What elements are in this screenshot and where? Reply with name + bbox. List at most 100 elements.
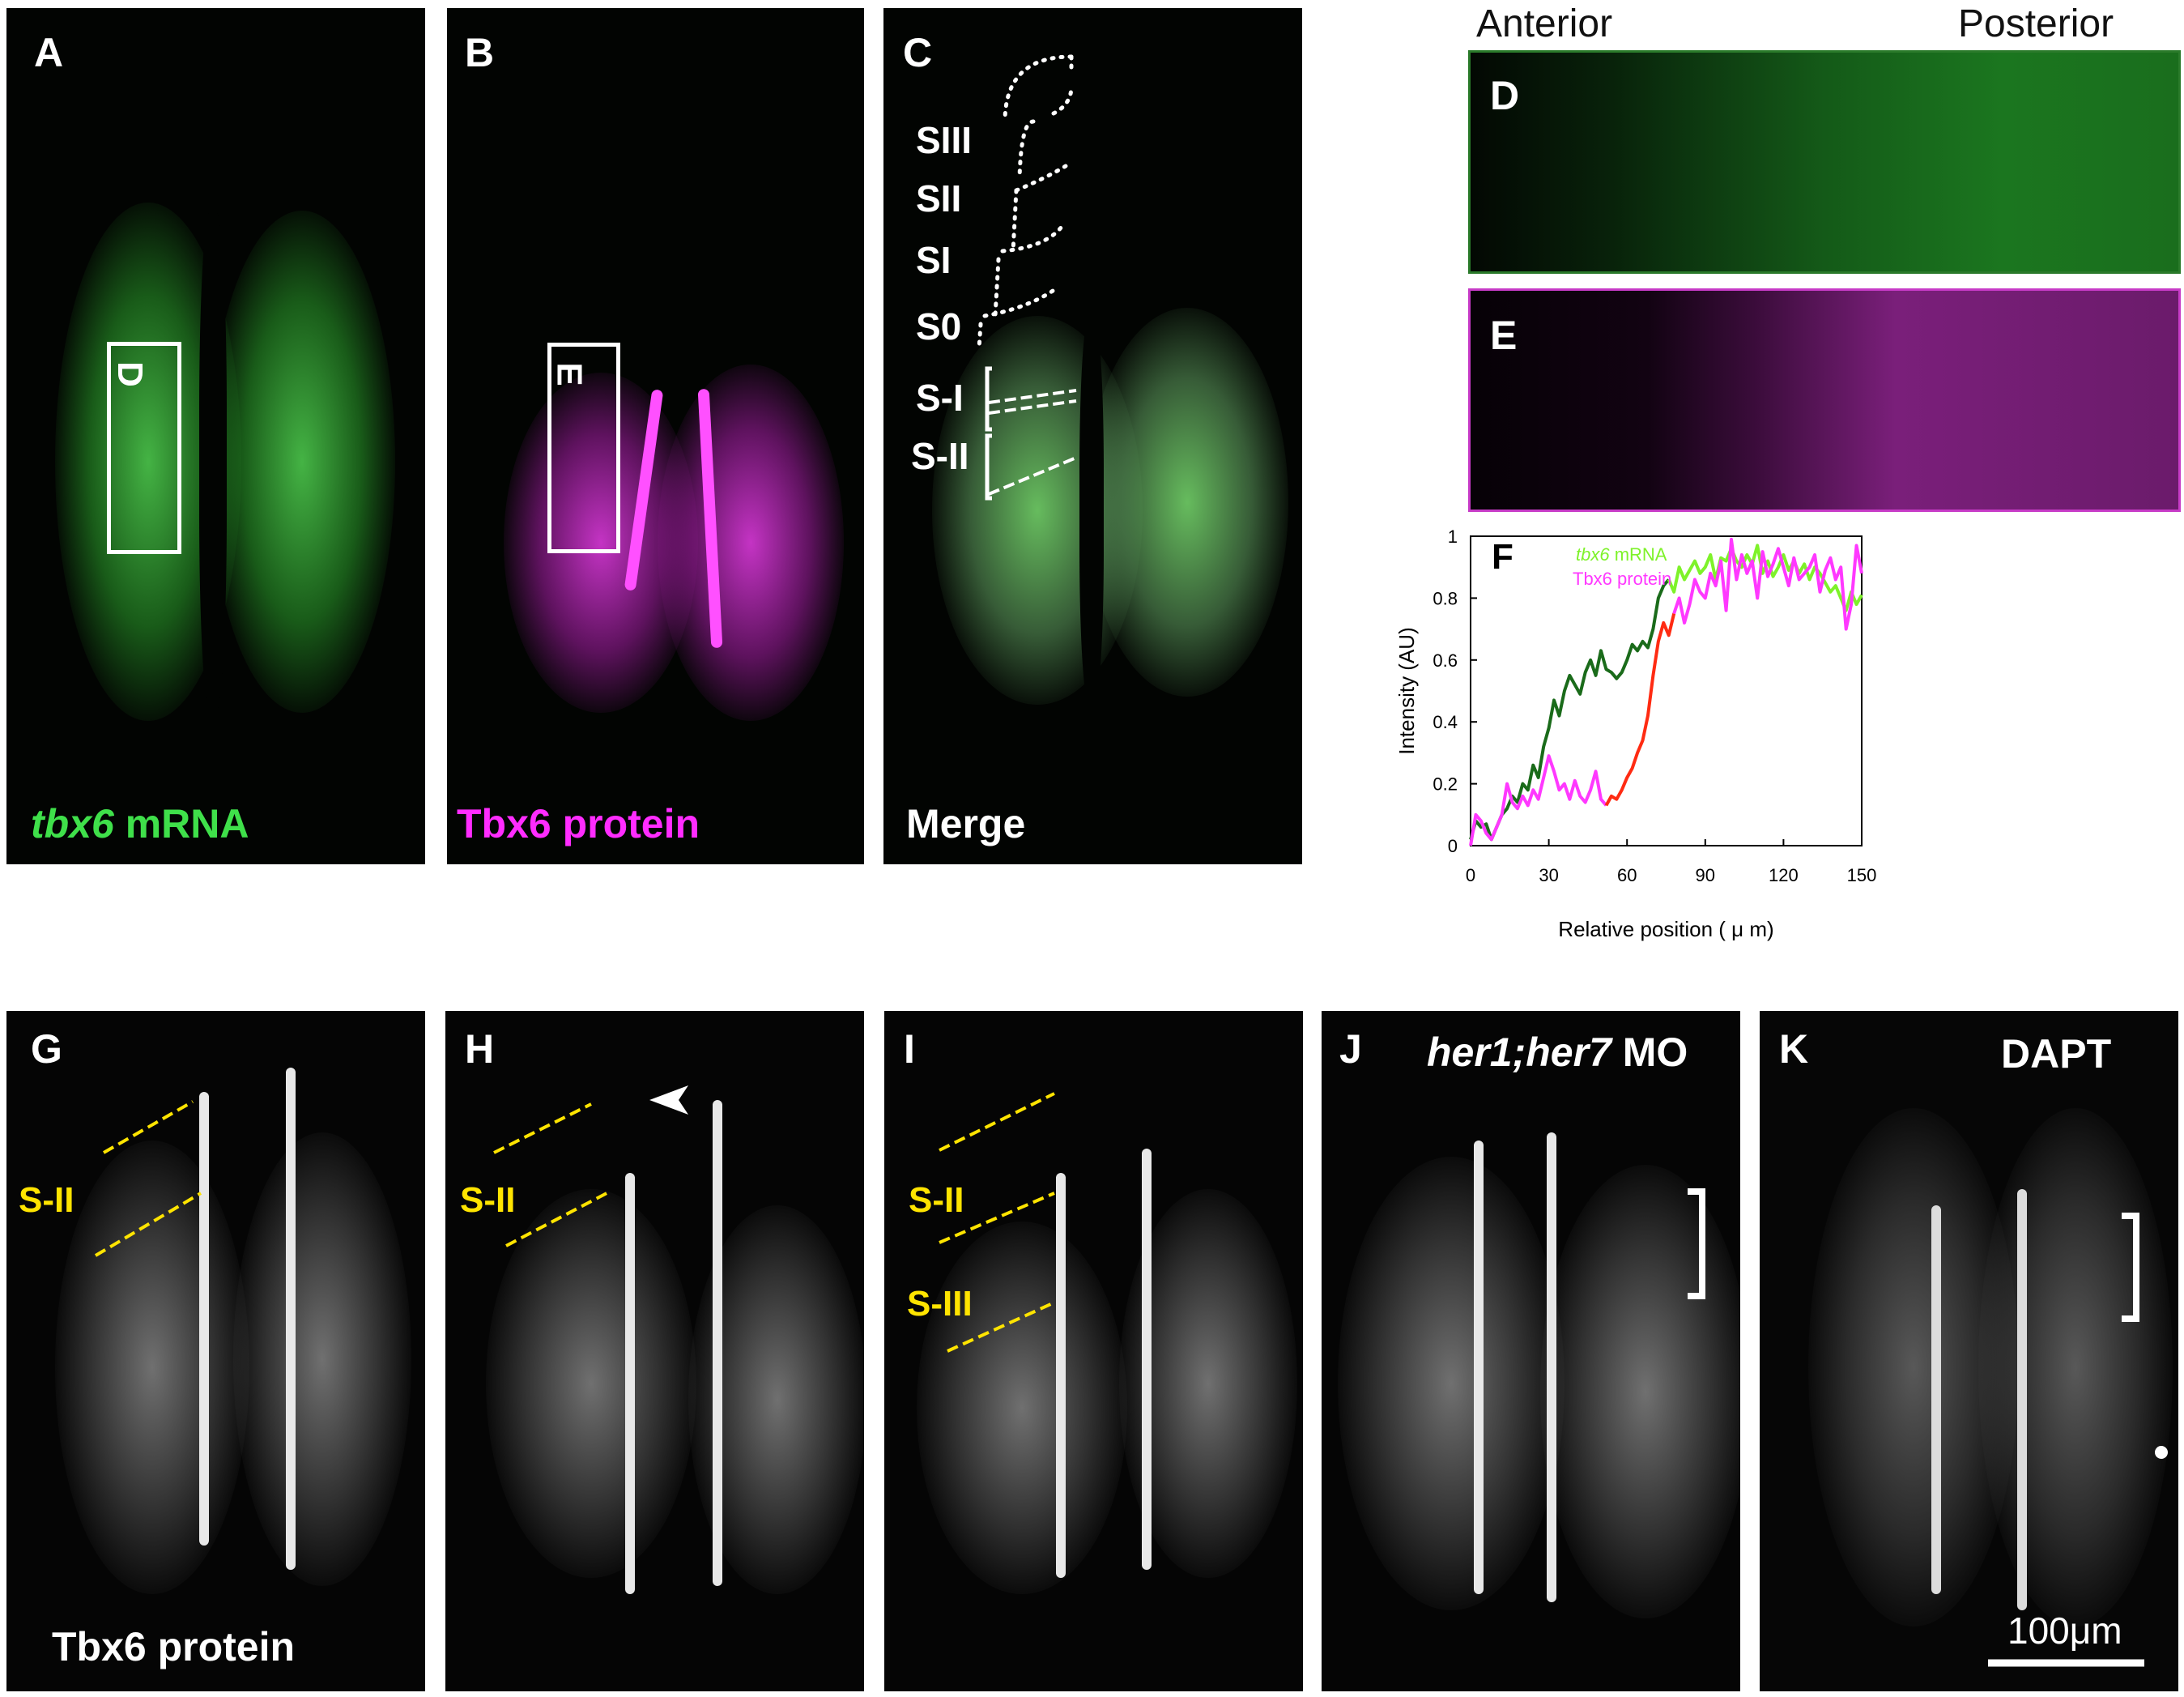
tbx6-protein-line-early xyxy=(1469,754,1607,846)
y-tick-label: 0.8 xyxy=(1433,588,1458,608)
region-d-box-label: D xyxy=(109,361,150,387)
scale-bar-label: 100μm xyxy=(2007,1610,2122,1652)
nuclei-stripe-right-k xyxy=(2017,1189,2027,1610)
y-tick-label: 0 xyxy=(1448,836,1458,856)
somite-label-si: SI xyxy=(916,239,952,281)
region-e-box-label: E xyxy=(549,362,590,386)
somite-label-siii: SIII xyxy=(916,119,973,161)
notochord-gap xyxy=(199,211,227,713)
bracket-icon xyxy=(1688,1188,1705,1299)
yellow-stripe-marks-i xyxy=(939,1092,1055,1353)
y-tick-label: 1 xyxy=(1448,527,1458,547)
somite-label-sii: SII xyxy=(916,177,962,220)
panel-f-letter: F xyxy=(1492,537,1513,577)
nuclei-stripe-left-i xyxy=(1056,1173,1066,1578)
panel-a-caption-rest: mRNA xyxy=(113,801,249,846)
nuclei-stripe-left-h xyxy=(625,1173,635,1594)
plot-frame xyxy=(1470,535,1863,846)
somite-label-s-ii: S-II xyxy=(911,435,969,477)
panel-d-letter: D xyxy=(1490,73,1520,118)
panel-c-letter: C xyxy=(903,30,933,75)
legend-tbx6-mrna: tbx6 mRNA xyxy=(1576,544,1667,565)
anterior-label: Anterior xyxy=(1476,2,1613,45)
nuclei-stripe-right xyxy=(286,1068,296,1570)
somite-label-s0: S0 xyxy=(916,305,962,348)
panel-d: D xyxy=(1468,50,2181,274)
somite-label-s-i: S-I xyxy=(916,377,964,419)
tbx6-mrna-signal-right xyxy=(209,211,395,713)
yellow-stripe-marks-g xyxy=(94,1100,202,1257)
panel-g-caption: Tbx6 protein xyxy=(52,1624,296,1669)
intensity-chart: 0 30 60 90 120 150 0 0.2 0.4 0.6 0.8 1 Relative posi… xyxy=(1394,527,1877,941)
somite-outlines xyxy=(977,54,1077,501)
panel-j-caption: her1;her7 MO xyxy=(1427,1032,1688,1072)
legend-tbx6-protein: Tbx6 protein xyxy=(1573,569,1671,589)
y-tick-label: 0.6 xyxy=(1433,650,1458,671)
nuclei-field-right-j xyxy=(1540,1165,1740,1618)
y-axis-label: Intensity (AU) xyxy=(1394,627,1419,755)
panel-j-caption-italic: her1;her7 xyxy=(1427,1030,1611,1075)
y-tick-label: 0.4 xyxy=(1433,712,1458,732)
panel-b-letter: B xyxy=(465,30,495,75)
panel-e-letter: E xyxy=(1490,313,1518,358)
panel-k-letter: K xyxy=(1779,1026,1809,1072)
panel-a: D A tbx6 mRNA xyxy=(6,8,425,864)
posterior-label: Posterior xyxy=(1958,2,2114,45)
panel-e: E xyxy=(1468,288,2181,512)
panel-k-caption: DAPT xyxy=(2001,1031,2112,1077)
panel-j-caption-rest: MO xyxy=(1611,1030,1688,1075)
x-tick-label: 60 xyxy=(1617,865,1637,885)
x-tick-label: 90 xyxy=(1696,865,1715,885)
panel-a-caption: tbx6 mRNA xyxy=(31,804,249,844)
panel-k: K DAPT 100μm xyxy=(1760,1011,2178,1691)
stray-dot xyxy=(2155,1446,2168,1459)
panel-c: SIII SII SI S0 S-I S-II C Merge xyxy=(883,8,1302,864)
tbx6-mrna-line-late xyxy=(1667,544,1863,612)
yellow-stripe-marks-h xyxy=(493,1085,688,1247)
panel-g: S-II G Tbx6 protein xyxy=(6,1011,425,1691)
panel-g-letter: G xyxy=(31,1026,62,1072)
nuclei-stripe-right-j xyxy=(1547,1132,1556,1602)
panel-h-letter: H xyxy=(465,1026,495,1072)
tbx6-protein-line-mid xyxy=(1604,613,1676,807)
nuclei-field-right xyxy=(233,1132,411,1586)
nuclei-field-left-j xyxy=(1338,1157,1565,1610)
nuclei-field-right-k xyxy=(1978,1108,2173,1627)
x-tick-label: 150 xyxy=(1847,865,1877,885)
stripe-label-s-iii-i: S-III xyxy=(907,1284,973,1324)
arrowhead-icon xyxy=(649,1085,688,1115)
region-e-box xyxy=(547,343,620,553)
x-axis-label: Relative position ( μ m) xyxy=(1558,917,1773,941)
merge-signal-right xyxy=(1086,308,1288,697)
x-tick-label: 30 xyxy=(1539,865,1558,885)
stripe-label-s-ii-h: S-II xyxy=(460,1180,516,1220)
tbx6-protein-signal-right xyxy=(658,365,844,721)
panel-a-caption-italic: tbx6 xyxy=(31,801,114,846)
x-tick-label: 0 xyxy=(1466,865,1475,885)
x-tick-label: 120 xyxy=(1769,865,1799,885)
tbx6-protein-line-late xyxy=(1672,537,1863,631)
panel-j-letter: J xyxy=(1339,1026,1362,1072)
bracket-icon xyxy=(1988,1213,2144,1667)
nuclei-stripe-left xyxy=(199,1092,209,1546)
nuclei-field-left xyxy=(55,1141,249,1594)
nuclei-stripe-left-j xyxy=(1474,1141,1484,1594)
merge-notochord-gap xyxy=(1079,316,1104,705)
region-d-box xyxy=(107,342,181,554)
stripe-label-s-ii-i: S-II xyxy=(909,1180,964,1220)
nuclei-stripe-right-h xyxy=(713,1100,722,1586)
nuclei-stripe-right-i xyxy=(1142,1149,1152,1570)
nuclei-field-left-h xyxy=(486,1189,696,1578)
panel-b: E B Tbx6 protein xyxy=(447,8,864,864)
nuclei-stripe-left-k xyxy=(1931,1205,1941,1594)
panel-c-caption: Merge xyxy=(906,801,1026,846)
panel-b-caption: Tbx6 protein xyxy=(457,801,700,846)
panel-i-letter: I xyxy=(904,1026,915,1072)
panel-i: S-II S-III I xyxy=(884,1011,1303,1691)
nuclei-field-left-i xyxy=(917,1222,1127,1594)
panel-j: J her1;her7 MO xyxy=(1322,1011,1740,1691)
panel-h: S-II H xyxy=(445,1011,864,1691)
y-tick-label: 0.2 xyxy=(1433,774,1458,795)
panel-a-letter: A xyxy=(34,30,64,75)
stripe-label-s-ii-g: S-II xyxy=(19,1180,75,1220)
